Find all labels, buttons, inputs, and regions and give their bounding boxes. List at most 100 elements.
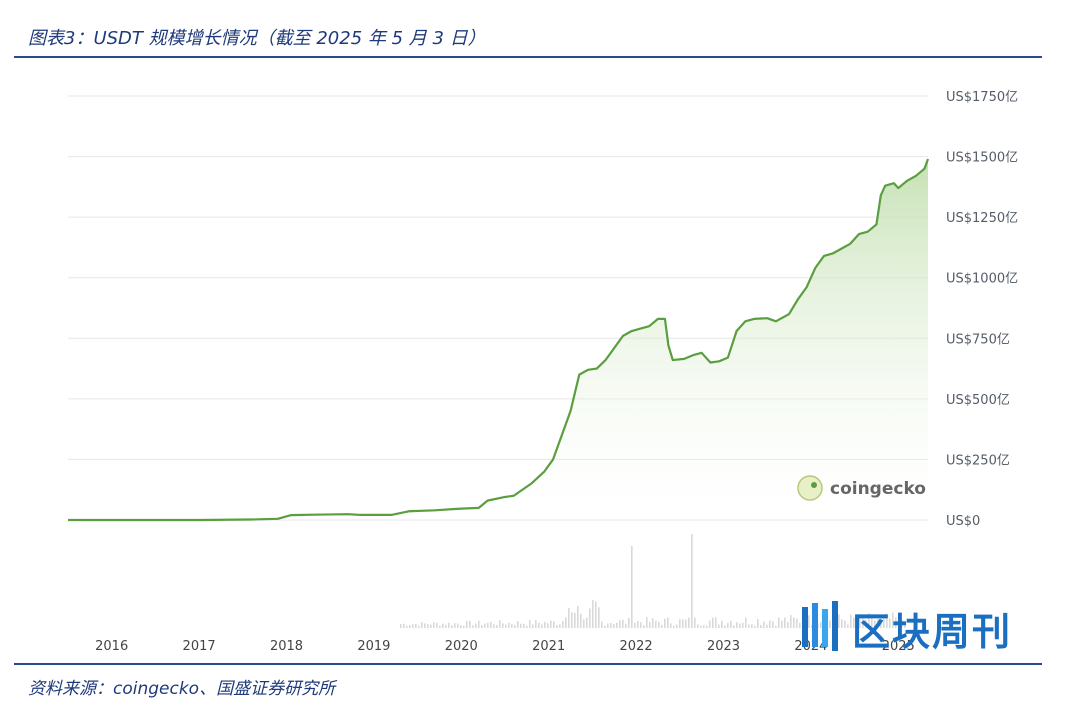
volume-bar — [799, 622, 801, 628]
volume-bar — [625, 623, 627, 628]
volume-bar — [700, 625, 702, 628]
volume-bar — [715, 617, 717, 628]
x-tick-label: 2025 — [882, 639, 915, 654]
volume-bar — [523, 623, 525, 628]
volume-bar — [724, 625, 726, 628]
volume-bar — [856, 619, 858, 628]
volume-bar — [862, 617, 864, 628]
volume-bar — [442, 623, 444, 628]
volume-bar — [751, 624, 753, 628]
brand-text: 区块周刊 — [852, 609, 1013, 654]
volume-bar — [622, 619, 624, 628]
volume-bar — [889, 618, 891, 628]
volume-bar — [784, 617, 786, 628]
watermark-text: coingecko — [830, 479, 926, 499]
volume-bar — [592, 599, 594, 628]
volume-bar — [544, 621, 546, 628]
volume-bar — [493, 624, 495, 628]
volume-bar — [838, 614, 840, 628]
volume-bar — [727, 623, 729, 628]
volume-bar — [541, 624, 543, 628]
x-tick-label: 2023 — [707, 639, 740, 654]
volume-bar — [754, 625, 756, 628]
volume-bar — [778, 617, 780, 628]
volume-bar — [733, 625, 735, 628]
volume-bar — [901, 619, 903, 628]
volume-bar — [568, 608, 570, 628]
volume-bar — [775, 625, 777, 628]
volume-bar — [844, 620, 846, 628]
volume-bar — [646, 617, 648, 628]
gecko-logo-icon — [797, 475, 823, 501]
volume-bar — [616, 622, 618, 628]
volume-bar — [748, 624, 750, 628]
volume-bar — [583, 619, 585, 628]
volume-bar — [763, 621, 765, 628]
volume-bar — [478, 620, 480, 628]
volume-bar — [574, 612, 576, 628]
volume-bar — [619, 620, 621, 628]
volume-bar — [892, 612, 894, 628]
volume-bar — [877, 619, 879, 628]
volume-bar — [571, 612, 573, 628]
volume-bar — [790, 615, 792, 628]
volume-bar — [460, 625, 462, 628]
volume-bar — [721, 620, 723, 628]
volume-bar — [634, 622, 636, 628]
volume-bar — [418, 625, 420, 628]
volume-bar — [718, 624, 720, 628]
x-tick-label: 2022 — [620, 639, 653, 654]
volume-bar — [535, 620, 537, 628]
volume-bar — [673, 625, 675, 628]
volume-bar — [454, 623, 456, 628]
volume-bar — [811, 624, 813, 628]
volume-bar — [421, 622, 423, 628]
volume-bar — [400, 624, 402, 628]
figure-source: 资料来源：coingecko、国盛证券研究所 — [28, 679, 336, 699]
volume-bar — [796, 618, 798, 628]
y-tick-label: US$500亿 — [946, 393, 1010, 408]
volume-bar — [772, 621, 774, 628]
volume-bar — [859, 614, 861, 628]
volume-bar — [499, 620, 501, 628]
x-tick-label: 2016 — [95, 639, 128, 654]
volume-bar — [874, 620, 876, 628]
x-tick-label: 2018 — [270, 639, 303, 654]
volume-bar — [580, 613, 582, 628]
volume-bar — [487, 622, 489, 628]
volume-bar — [406, 625, 408, 628]
volume-bar — [793, 617, 795, 628]
volume-bar — [586, 617, 588, 628]
volume-bar — [562, 620, 564, 628]
x-tick-label: 2021 — [532, 639, 565, 654]
x-tick-label: 2017 — [183, 639, 216, 654]
x-tick-label: 2020 — [445, 639, 478, 654]
volume-bar — [742, 622, 744, 628]
volume-bar — [538, 622, 540, 628]
volume-bar — [769, 620, 771, 628]
volume-bar — [655, 620, 657, 628]
volume-bar — [853, 617, 855, 628]
volume-bar — [430, 624, 432, 628]
volume-bar — [520, 623, 522, 628]
volume-bar — [424, 623, 426, 628]
volume-bar — [529, 619, 531, 628]
volume-bar — [547, 623, 549, 628]
y-tick-label: US$250亿 — [946, 453, 1010, 468]
volume-bar — [517, 621, 519, 628]
top-divider — [14, 56, 1042, 58]
volume-bar — [865, 619, 867, 628]
y-tick-label: US$1250亿 — [946, 211, 1018, 226]
volume-bar — [415, 623, 417, 628]
volume-bar — [472, 625, 474, 628]
bottom-divider — [14, 663, 1042, 665]
volume-bar — [601, 621, 603, 628]
volume-bar — [559, 624, 561, 628]
volume-bar — [709, 620, 711, 628]
volume-bar — [895, 617, 897, 628]
volume-bar — [706, 625, 708, 628]
volume-bar — [829, 620, 831, 628]
volume-bar — [508, 622, 510, 628]
volume-bar — [457, 623, 459, 628]
volume-bar — [631, 545, 633, 628]
